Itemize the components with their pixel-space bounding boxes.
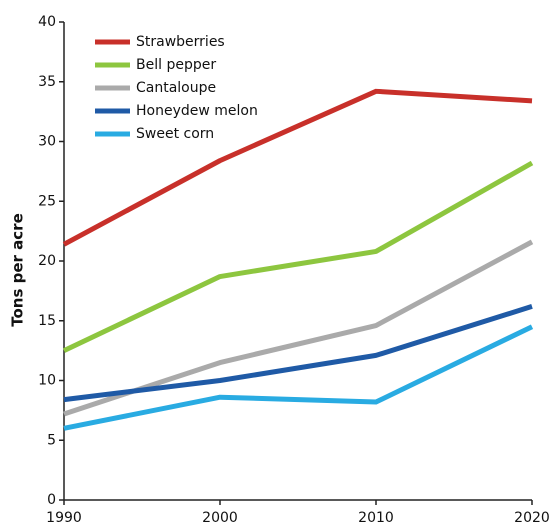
legend-label: Sweet corn — [136, 126, 214, 142]
y-tick-label: 30 — [38, 134, 56, 150]
x-tick-label: 1990 — [46, 510, 82, 526]
series-line — [63, 304, 533, 403]
y-tick-label: 25 — [38, 193, 56, 209]
legend-label: Cantaloupe — [136, 80, 216, 96]
legend-label: Honeydew melon — [136, 103, 258, 119]
series-line — [62, 160, 534, 353]
series-line — [63, 324, 534, 431]
y-axis-label: Tons per acre — [9, 213, 27, 327]
x-tick-label: 2020 — [514, 510, 550, 526]
y-tick-label: 40 — [38, 14, 56, 30]
y-tick-label: 0 — [47, 492, 56, 508]
series-line — [62, 88, 533, 247]
legend-label: Bell pepper — [136, 57, 216, 73]
x-tick-label: 2010 — [358, 510, 394, 526]
y-tick-label: 35 — [38, 74, 56, 90]
y-tick-label: 10 — [38, 373, 56, 389]
legend-label: Strawberries — [136, 34, 225, 50]
y-tick-label: 15 — [38, 313, 56, 329]
y-tick-label: 5 — [47, 432, 56, 448]
x-tick-label: 2000 — [202, 510, 238, 526]
y-tick-label: 20 — [38, 253, 56, 269]
